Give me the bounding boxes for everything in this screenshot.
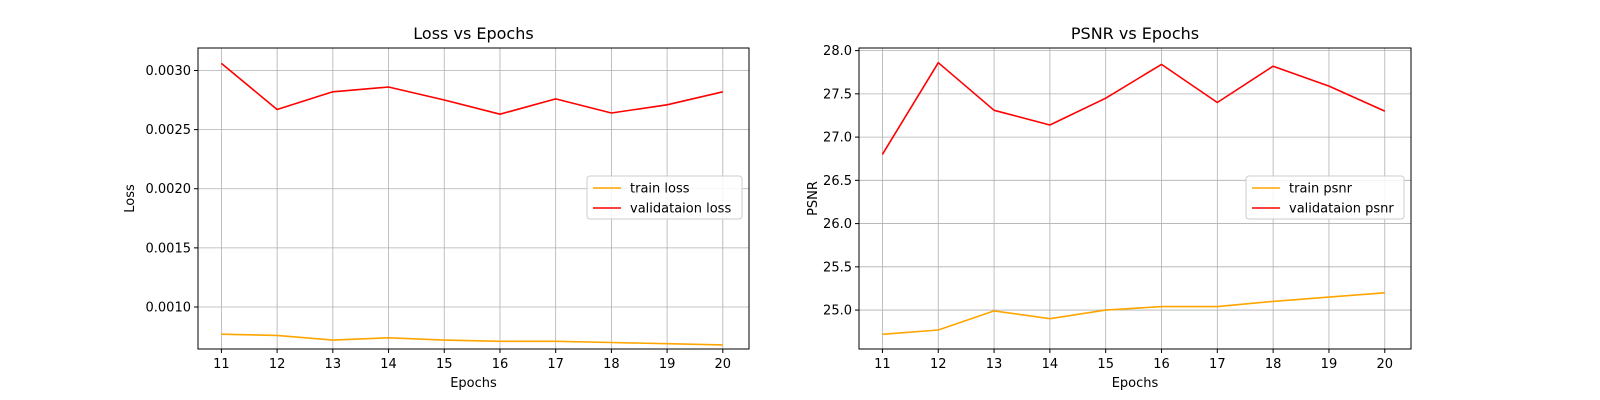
x-tick-label: 11 (213, 357, 230, 372)
psnr-series-train-line (882, 292, 1385, 336)
y-tick-label: 0.0025 (146, 123, 192, 138)
x-tick-label: 14 (380, 357, 397, 372)
x-tick-label: 17 (547, 357, 564, 372)
x-tick-label: 17 (1209, 357, 1226, 372)
x-tick-label: 19 (1321, 357, 1338, 372)
x-tick-label: 16 (1153, 357, 1170, 372)
x-tick-label: 14 (1042, 357, 1059, 372)
legend-label: train psnr (1289, 182, 1353, 197)
x-tick-label: 13 (325, 357, 342, 372)
legend-label: train loss (630, 182, 690, 197)
psnr-x-axis-title: Epochs (1112, 376, 1159, 391)
psnr-axes-frame (858, 47, 1412, 350)
loss-chart: 11 12 13 14 15 16 17 18 19 20 0.0010 0.0015 0.0020 0.… (123, 24, 750, 391)
legend-box (586, 175, 743, 220)
y-tick-label: 25.5 (823, 260, 852, 275)
x-tick-label: 15 (436, 357, 453, 372)
loss-title: Loss vs Epochs (413, 24, 533, 43)
x-tick-label: 18 (1265, 357, 1282, 372)
y-tick-label: 0.0020 (146, 182, 192, 197)
psnr-y-axis-title: PSNR (806, 181, 821, 216)
y-tick-label: 25.0 (823, 304, 852, 319)
legend-box (1245, 175, 1405, 220)
psnr-chart: 11 12 13 14 15 16 17 18 19 20 25.0 25.5 26.0 26.5 27.0… (806, 24, 1412, 391)
psnr-title: PSNR vs Epochs (1071, 24, 1199, 43)
x-tick-label: 15 (1097, 357, 1114, 372)
y-tick-label: 0.0010 (146, 301, 192, 316)
y-tick-label: 27.5 (823, 87, 852, 102)
x-tick-label: 19 (659, 357, 676, 372)
x-tick-label: 11 (874, 357, 891, 372)
y-tick-label: 28.0 (823, 44, 852, 59)
legend-label: validataion loss (630, 202, 731, 217)
x-tick-label: 20 (1376, 357, 1393, 372)
psnr-series-validation-line (881, 61, 1386, 155)
y-tick-label: 26.5 (823, 174, 852, 189)
loss-series-train-line (221, 333, 723, 346)
x-tick-label: 16 (492, 357, 509, 372)
loss-series-validation-line (220, 62, 723, 115)
y-tick-label: 0.0030 (146, 64, 192, 79)
y-tick-label: 26.0 (823, 217, 852, 232)
loss-x-axis-title: Epochs (450, 376, 497, 391)
x-tick-label: 20 (715, 357, 732, 372)
x-tick-label: 12 (930, 357, 947, 372)
x-tick-label: 13 (986, 357, 1003, 372)
x-tick-label: 18 (603, 357, 620, 372)
psnr-legend: train psnr validataion psnr (1245, 175, 1405, 220)
x-tick-label: 12 (269, 357, 286, 372)
loss-y-axis-title: Loss (123, 184, 138, 213)
loss-legend: train loss validataion loss (586, 175, 743, 220)
legend-label: validataion psnr (1289, 202, 1394, 217)
loss-axes-frame (197, 47, 750, 350)
y-tick-label: 27.0 (823, 131, 852, 146)
y-tick-label: 0.0015 (146, 241, 192, 256)
